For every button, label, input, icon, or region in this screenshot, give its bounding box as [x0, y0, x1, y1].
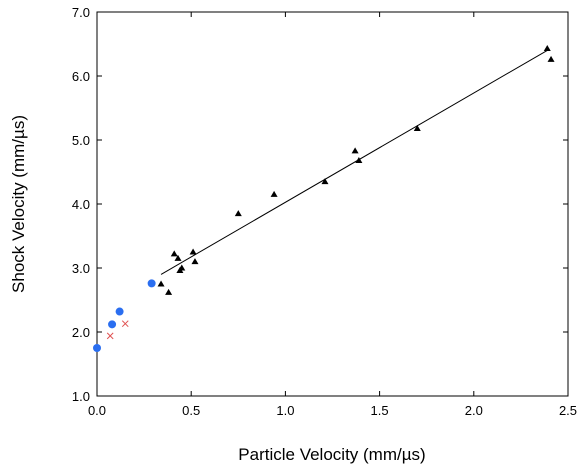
- y-tick-label: 4.0: [72, 197, 90, 212]
- data-point-triangle: [413, 124, 421, 131]
- data-point-triangle: [174, 254, 182, 261]
- y-axis-label: Shock Velocity (mm/µs): [9, 115, 28, 293]
- data-point-circle: [108, 320, 117, 329]
- x-tick-label: 1.5: [371, 403, 389, 418]
- x-tick-label: 2.5: [559, 403, 577, 418]
- data-point-circle: [93, 344, 101, 352]
- y-tick-label: 3.0: [72, 261, 90, 276]
- x-tick-label: 0.0: [88, 403, 106, 418]
- y-axis: 1.0 2.0 3.0 4.0 5.0 6.0 7.0: [72, 5, 568, 404]
- y-tick-label: 2.0: [72, 325, 90, 340]
- data-point-triangle: [157, 280, 165, 287]
- y-tick-label: 7.0: [72, 5, 90, 20]
- data-point-triangle: [321, 178, 329, 185]
- data-point-triangle: [351, 147, 359, 154]
- data-point-triangle: [270, 190, 278, 197]
- data-point-triangle: [547, 55, 555, 62]
- data-markers: [93, 44, 555, 352]
- x-tick-label: 1.0: [276, 403, 294, 418]
- x-axis-label: Particle Velocity (mm/µs): [238, 445, 425, 464]
- y-tick-label: 5.0: [72, 133, 90, 148]
- data-point-circle: [147, 279, 156, 288]
- x-tick-label: 0.5: [182, 403, 200, 418]
- data-point-triangle: [165, 288, 173, 295]
- y-tick-label: 1.0: [72, 389, 90, 404]
- fit-line: [160, 49, 548, 275]
- data-point-triangle: [189, 248, 197, 255]
- data-point-x: [121, 320, 129, 328]
- x-axis: 0.0 0.5 1.0 1.5 2.0 2.5: [88, 12, 577, 418]
- data-point-triangle: [170, 250, 178, 257]
- x-tick-label: 2.0: [465, 403, 483, 418]
- data-point-x: [106, 332, 114, 340]
- data-point-triangle: [178, 264, 186, 271]
- data-point-triangle: [191, 258, 199, 265]
- data-point-circle: [115, 307, 124, 316]
- data-point-triangle: [543, 44, 551, 51]
- y-tick-label: 6.0: [72, 69, 90, 84]
- data-point-triangle: [234, 210, 242, 217]
- data-point-triangle: [355, 156, 363, 163]
- plot-frame: [96, 11, 569, 397]
